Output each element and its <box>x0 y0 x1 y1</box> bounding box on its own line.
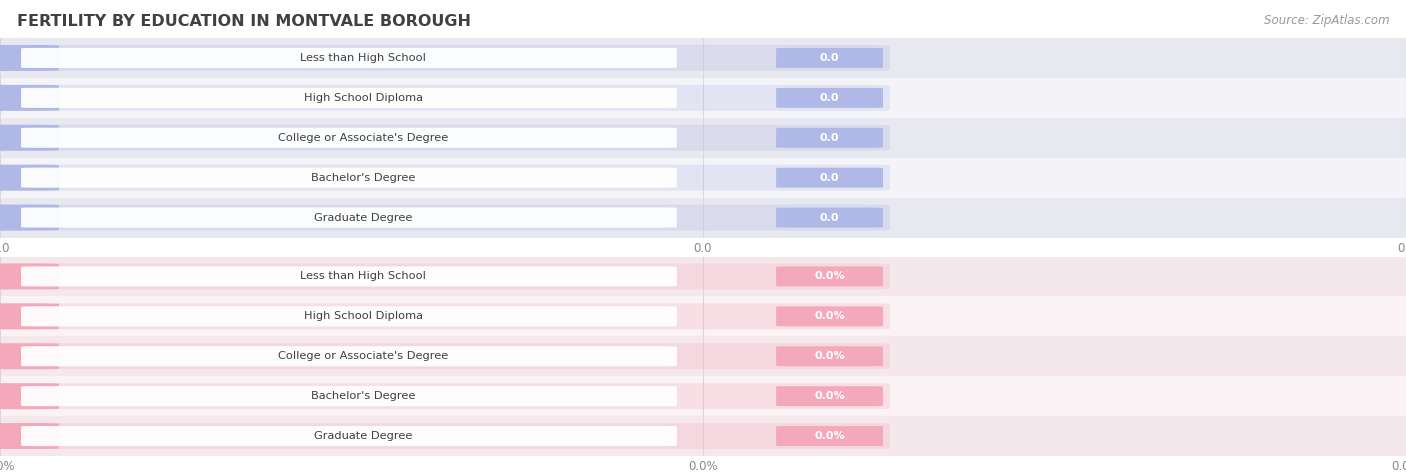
Text: 0.0%: 0.0% <box>814 311 845 322</box>
FancyBboxPatch shape <box>776 128 883 148</box>
FancyBboxPatch shape <box>0 125 59 151</box>
FancyBboxPatch shape <box>21 306 676 326</box>
FancyBboxPatch shape <box>0 264 890 289</box>
FancyBboxPatch shape <box>0 256 1406 296</box>
FancyBboxPatch shape <box>0 165 890 190</box>
FancyBboxPatch shape <box>0 165 59 190</box>
FancyBboxPatch shape <box>0 343 59 369</box>
FancyBboxPatch shape <box>21 426 676 446</box>
FancyBboxPatch shape <box>0 45 890 71</box>
FancyBboxPatch shape <box>21 386 676 406</box>
Text: FERTILITY BY EDUCATION IN MONTVALE BOROUGH: FERTILITY BY EDUCATION IN MONTVALE BOROU… <box>17 14 471 29</box>
FancyBboxPatch shape <box>21 48 676 68</box>
Text: Graduate Degree: Graduate Degree <box>314 212 412 223</box>
FancyBboxPatch shape <box>21 266 676 286</box>
Text: Bachelor's Degree: Bachelor's Degree <box>311 391 415 401</box>
FancyBboxPatch shape <box>0 205 890 230</box>
FancyBboxPatch shape <box>0 198 1406 238</box>
FancyBboxPatch shape <box>0 304 890 329</box>
Text: 0.0%: 0.0% <box>814 431 845 441</box>
Text: 0.0: 0.0 <box>820 53 839 63</box>
FancyBboxPatch shape <box>0 304 59 329</box>
Text: Graduate Degree: Graduate Degree <box>314 431 412 441</box>
FancyBboxPatch shape <box>0 296 1406 336</box>
Text: College or Associate's Degree: College or Associate's Degree <box>278 133 449 143</box>
FancyBboxPatch shape <box>776 168 883 188</box>
FancyBboxPatch shape <box>0 416 1406 456</box>
FancyBboxPatch shape <box>776 88 883 108</box>
Text: College or Associate's Degree: College or Associate's Degree <box>278 351 449 361</box>
Text: Bachelor's Degree: Bachelor's Degree <box>311 172 415 183</box>
Text: High School Diploma: High School Diploma <box>304 311 423 322</box>
FancyBboxPatch shape <box>0 343 890 369</box>
FancyBboxPatch shape <box>0 125 890 151</box>
FancyBboxPatch shape <box>0 45 59 71</box>
Text: 0.0: 0.0 <box>820 133 839 143</box>
Text: 0.0: 0.0 <box>820 93 839 103</box>
FancyBboxPatch shape <box>21 128 676 148</box>
FancyBboxPatch shape <box>776 266 883 286</box>
Text: 0.0: 0.0 <box>820 172 839 183</box>
FancyBboxPatch shape <box>0 423 890 449</box>
FancyBboxPatch shape <box>0 383 890 409</box>
FancyBboxPatch shape <box>0 264 59 289</box>
FancyBboxPatch shape <box>0 376 1406 416</box>
FancyBboxPatch shape <box>776 426 883 446</box>
FancyBboxPatch shape <box>0 423 59 449</box>
FancyBboxPatch shape <box>21 88 676 108</box>
FancyBboxPatch shape <box>0 336 1406 376</box>
Text: Source: ZipAtlas.com: Source: ZipAtlas.com <box>1264 14 1389 27</box>
FancyBboxPatch shape <box>0 205 59 230</box>
Text: 0.0%: 0.0% <box>814 271 845 282</box>
FancyBboxPatch shape <box>0 118 1406 158</box>
FancyBboxPatch shape <box>0 158 1406 198</box>
FancyBboxPatch shape <box>776 346 883 366</box>
Text: 0.0%: 0.0% <box>814 351 845 361</box>
FancyBboxPatch shape <box>0 85 890 111</box>
Text: 0.0: 0.0 <box>820 212 839 223</box>
FancyBboxPatch shape <box>0 383 59 409</box>
FancyBboxPatch shape <box>0 38 1406 78</box>
Text: Less than High School: Less than High School <box>299 271 426 282</box>
FancyBboxPatch shape <box>776 208 883 228</box>
FancyBboxPatch shape <box>21 346 676 366</box>
FancyBboxPatch shape <box>0 85 59 111</box>
FancyBboxPatch shape <box>21 168 676 188</box>
FancyBboxPatch shape <box>0 78 1406 118</box>
FancyBboxPatch shape <box>776 48 883 68</box>
Text: High School Diploma: High School Diploma <box>304 93 423 103</box>
FancyBboxPatch shape <box>776 386 883 406</box>
FancyBboxPatch shape <box>21 208 676 228</box>
Text: 0.0%: 0.0% <box>814 391 845 401</box>
Text: Less than High School: Less than High School <box>299 53 426 63</box>
FancyBboxPatch shape <box>776 306 883 326</box>
